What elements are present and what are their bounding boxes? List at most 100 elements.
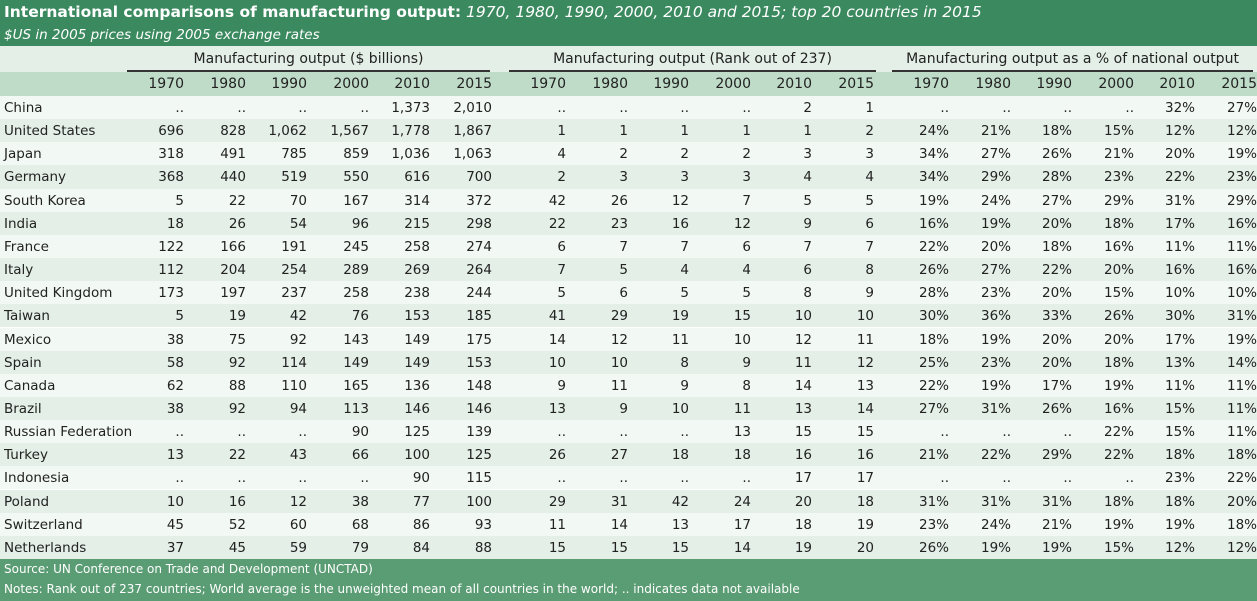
cell-output: 146 [404,400,430,417]
cell-rank: 11 [794,354,812,371]
cell-rank: 9 [803,215,812,232]
cell-output: 79 [351,539,369,556]
cell-rank: 42 [671,493,689,510]
cell-pct: 18% [1164,493,1195,510]
table-row: Italy 112 204 254 289 269 264 7 5 4 4 6 8 26% 27% 22% 20… [0,258,1257,282]
cell-pct: 15% [1103,123,1134,140]
cell-pct: 24% [980,192,1011,209]
cell-rank: 5 [680,285,689,302]
cell-rank: 26 [548,447,566,464]
cell-rank: 9 [557,377,566,394]
cell-pct: 21% [918,447,949,464]
cell-rank: 7 [742,192,751,209]
cell-rank: 3 [865,146,874,163]
cell-rank: 8 [803,285,812,302]
cell-output: 167 [343,192,369,209]
cell-rank: 20 [794,493,812,510]
cell-pct: 22% [1103,447,1134,464]
cell-rank: 14 [733,539,751,556]
country-name: Canada [4,377,56,394]
cell-pct: 23% [1103,169,1134,186]
cell-rank: 16 [856,447,874,464]
cell-output: 550 [343,169,369,186]
cell-rank: 6 [865,215,874,232]
cell-rank: 17 [794,470,812,487]
cell-rank: .. [557,424,566,441]
cell-rank: 7 [865,238,874,255]
cell-rank: 9 [742,354,751,371]
year-header-rank: 2000 [715,76,751,92]
cell-pct: 17% [1164,215,1195,232]
cell-pct: 22% [918,238,949,255]
cell-output: 136 [404,377,430,394]
cell-rank: 4 [865,169,874,186]
country-name: South Korea [4,192,86,209]
cell-pct: 12% [1164,123,1195,140]
cell-rank: 6 [803,262,812,279]
cell-rank: 7 [619,238,628,255]
table-row: Poland 10 16 12 38 77 100 29 31 42 24 20 18 31% 31% 31%… [0,489,1257,513]
country-name: France [4,238,49,255]
table-row: Russian Federation...... 90 125 139...... 13… [0,420,1257,444]
cell-rank: 11 [548,516,566,533]
cell-rank: 4 [680,262,689,279]
table-row: China........ 1,373 2,010........ 2 1.......… [0,96,1257,120]
cell-output: 859 [343,146,369,163]
cell-rank: 18 [733,447,751,464]
cell-output: 96 [351,215,369,232]
cell-output: 785 [281,146,307,163]
cell-output: 84 [412,539,430,556]
cell-pct: 11% [1226,377,1257,394]
cell-output: 90 [351,424,369,441]
cell-pct: 31% [1041,493,1072,510]
cell-output: 100 [404,447,430,464]
cell-pct: 18% [1103,215,1134,232]
cell-pct: 12% [1226,539,1257,556]
cell-output: 92 [228,400,246,417]
cell-pct: 20% [1041,215,1072,232]
cell-pct: 10% [1226,285,1257,302]
cell-rank: 41 [548,308,566,325]
cell-rank: 11 [671,331,689,348]
cell-rank: 6 [619,285,628,302]
cell-rank: .. [619,424,628,441]
cell-output: .. [237,424,246,441]
cell-pct: 27% [918,400,949,417]
cell-output: 5 [175,308,184,325]
cell-output: 2,010 [453,100,492,116]
cell-rank: 6 [557,238,566,255]
cell-output: 191 [281,238,307,255]
table-row: Germany 368 440 519 550 616 700 2 3 3 3 4 4 34% 29% 28%… [0,165,1257,189]
cell-output: 12 [289,493,307,510]
cell-output: 1,062 [268,123,307,140]
table-row: France 122 166 191 245 258 274 6 7 7 6 7 7 22% 20% 18% 1… [0,234,1257,258]
cell-rank: 17 [733,516,751,533]
table-title: International comparisons of manufacturi… [4,3,982,21]
cell-output: 18 [166,215,184,232]
cell-output: 440 [220,169,246,186]
cell-output: 204 [220,262,246,279]
cell-rank: 15 [548,539,566,556]
cell-rank: 12 [794,331,812,348]
cell-rank: 13 [794,400,812,417]
year-header-pct: 2015 [1221,76,1257,92]
country-name: Taiwan [4,308,50,325]
cell-rank: 15 [671,539,689,556]
cell-rank: 7 [680,238,689,255]
cell-pct: 11% [1164,238,1195,255]
cell-output: 173 [158,285,184,302]
cell-output: 38 [166,400,184,417]
table-row: Japan 318 491 785 859 1,036 1,063 4 2 2 2 3 3 34% 27% 2… [0,142,1257,166]
table-row: Canada 62 88 110 165 136 148 9 11 9 8 14 13 22% 19% 17%… [0,373,1257,397]
country-name: Netherlands [4,539,87,556]
cell-output: 244 [466,285,492,302]
cell-rank: 9 [865,285,874,302]
cell-rank: 13 [856,377,874,394]
country-name: Spain [4,354,42,371]
cell-pct: 32% [1164,100,1195,116]
cell-pct: .. [1063,100,1072,116]
cell-pct: 18% [1041,238,1072,255]
year-header-pct: 1990 [1036,76,1072,92]
cell-output: 1,373 [391,100,430,116]
year-header-pct: 2000 [1098,76,1134,92]
